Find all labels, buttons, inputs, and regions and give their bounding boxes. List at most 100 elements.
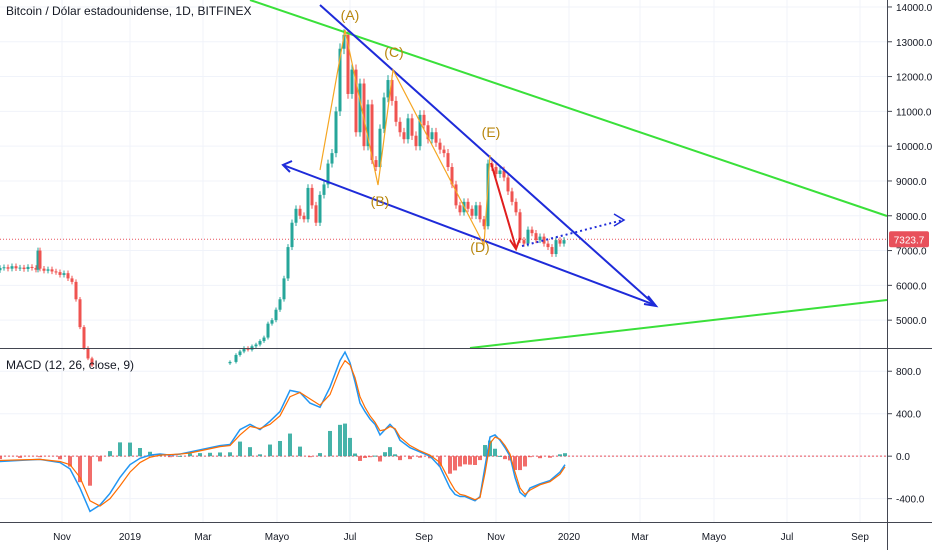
macd-hist-bar xyxy=(458,456,462,467)
candle-body xyxy=(298,208,302,216)
macd-hist-bar xyxy=(268,444,272,457)
candle-body xyxy=(14,266,18,269)
macd-tick-label: 800.0 xyxy=(896,367,921,378)
candle-body xyxy=(258,341,262,345)
candle-body xyxy=(346,34,350,94)
wave-label: (C) xyxy=(384,44,403,60)
blue-arrowhead-left xyxy=(281,160,293,173)
macd-hist-bar xyxy=(453,456,457,471)
candle-body xyxy=(410,118,414,136)
macd-pane[interactable] xyxy=(0,350,887,513)
chart-title: Bitcoin / Dólar estadounidense, 1D, BITF… xyxy=(6,4,252,18)
macd-hist-bar xyxy=(298,446,302,457)
candle-body xyxy=(266,323,270,338)
time-tick-label: Jul xyxy=(781,532,794,543)
signal-line xyxy=(0,359,566,507)
macd-hist-bar xyxy=(353,453,357,457)
price-tick-label: 9000.0 xyxy=(896,177,927,188)
candle-body xyxy=(262,337,266,342)
candle-body xyxy=(26,266,30,270)
macd-hist-bar xyxy=(328,430,332,457)
candle-body xyxy=(306,187,310,220)
macd-hist-bar xyxy=(363,456,367,458)
candle-body xyxy=(70,278,74,282)
candle-body xyxy=(274,309,278,321)
candle-body xyxy=(62,273,66,275)
macd-hist-bar xyxy=(378,456,382,462)
candle-body xyxy=(378,128,382,168)
green-trendline-upper xyxy=(249,0,888,217)
candle-body xyxy=(314,205,318,223)
candle-body xyxy=(342,34,346,49)
candle-body xyxy=(394,100,398,122)
candle-body xyxy=(18,267,22,269)
last-price-badge xyxy=(889,231,929,248)
candle-body xyxy=(50,269,54,272)
candle-body xyxy=(422,114,426,126)
macd-hist-bar xyxy=(388,447,392,457)
candle-body xyxy=(442,149,446,154)
macd-hist-bar xyxy=(383,452,387,457)
candle-body xyxy=(558,240,562,244)
macd-hist-bar xyxy=(463,456,467,465)
candle-body xyxy=(2,267,6,269)
macd-hist-bar xyxy=(78,456,82,483)
macd-hist-bar xyxy=(108,451,112,457)
macd-tick-label: 400.0 xyxy=(896,410,921,421)
time-tick-label: 2020 xyxy=(558,532,581,543)
candle-body xyxy=(36,250,40,270)
candle-body xyxy=(546,243,550,248)
candle-body xyxy=(78,299,82,328)
candle-body xyxy=(350,69,354,94)
macd-hist-bar xyxy=(518,456,522,471)
candle-body xyxy=(454,184,458,206)
macd-hist-bar xyxy=(468,456,472,465)
candle-body xyxy=(242,348,246,352)
macd-hist-bar xyxy=(68,456,72,467)
macd-hist-bar xyxy=(563,453,567,457)
macd-hist-bar xyxy=(478,456,482,461)
candle-body xyxy=(86,348,90,359)
candle-body xyxy=(6,267,10,269)
candle-body xyxy=(430,132,434,140)
candle-body xyxy=(482,219,486,227)
price-tick-label: 7000.0 xyxy=(896,247,927,258)
candle-body xyxy=(554,240,558,255)
candle-body xyxy=(74,281,78,300)
candle-body xyxy=(58,272,62,275)
candle-body xyxy=(434,132,438,143)
wave-label: (A) xyxy=(341,7,360,23)
macd-hist-bar xyxy=(503,456,507,460)
candle-body xyxy=(10,266,14,269)
candle-body xyxy=(402,132,406,140)
candle-body xyxy=(22,267,26,270)
candle-body xyxy=(374,160,378,168)
candle-body xyxy=(334,111,338,154)
macd-hist-bar xyxy=(393,454,397,457)
candle-body xyxy=(90,358,94,366)
macd-hist-bar xyxy=(188,453,192,457)
blue-trendline-lower xyxy=(282,164,656,306)
time-tick-label: Mayo xyxy=(702,532,727,543)
candle-body xyxy=(34,267,38,270)
candle-body xyxy=(302,215,306,220)
last-price-label: 7323.7 xyxy=(894,235,925,246)
candle-body xyxy=(478,205,482,220)
candle-body xyxy=(228,361,232,364)
blue-trendline-upper xyxy=(319,4,656,306)
time-tick-label: Sep xyxy=(415,532,433,543)
price-tick-label: 8000.0 xyxy=(896,212,927,223)
price-tick-label: 11000.0 xyxy=(896,107,932,118)
macd-hist-bar xyxy=(358,456,362,461)
candle-body xyxy=(254,344,258,347)
macd-hist-bar xyxy=(338,424,342,457)
macd-hist-bar xyxy=(168,456,172,458)
drawings: (A) (B) (C) (D) (E) xyxy=(249,0,888,349)
candle-body xyxy=(238,351,242,355)
candle-body xyxy=(502,170,506,178)
macd-hist-bar xyxy=(178,455,182,457)
candle-body xyxy=(506,177,510,192)
candle-body xyxy=(366,104,370,147)
candle-body xyxy=(358,83,362,133)
